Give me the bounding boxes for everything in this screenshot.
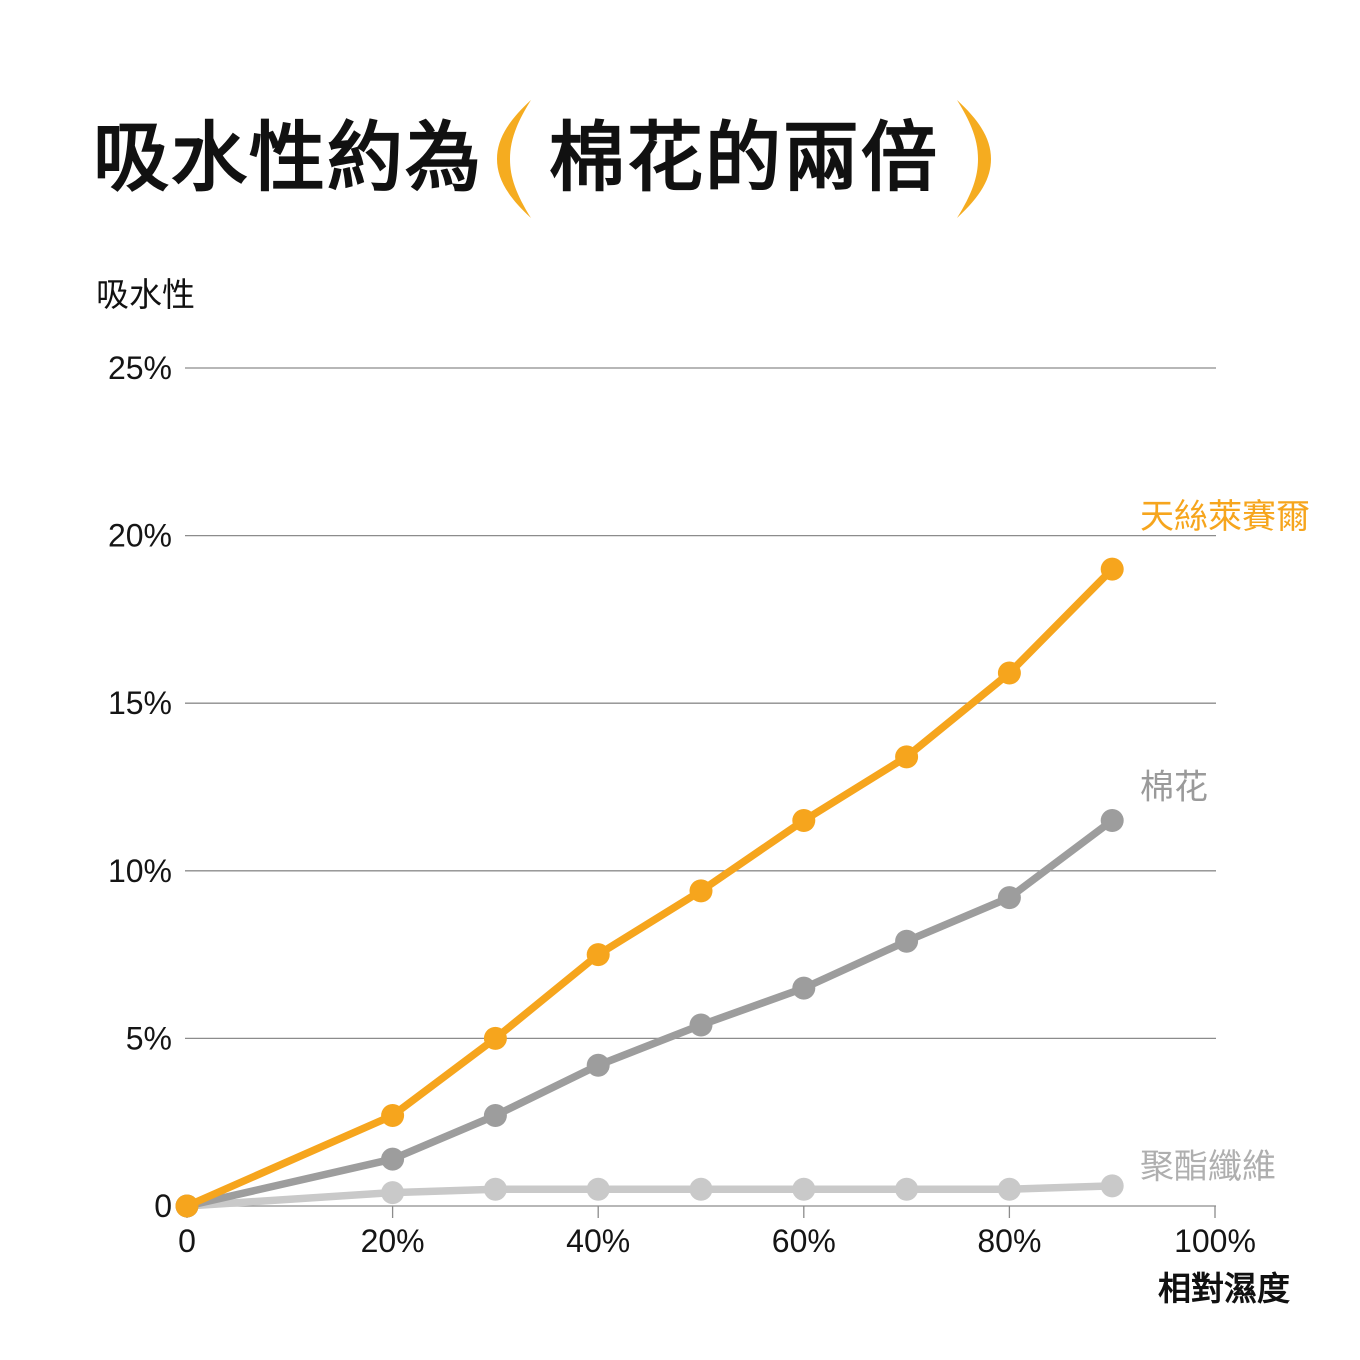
series-line-2 (183, 1182, 1116, 1210)
data-point-series-1 (997, 886, 1021, 910)
close-paren-shape (957, 100, 991, 218)
y-axis-title: 吸水性 (96, 276, 195, 313)
series-line-0 (183, 565, 1116, 1210)
data-point-series-0 (175, 1194, 199, 1218)
y-tick-label: 15% (108, 685, 172, 721)
x-tick-label: 40% (566, 1223, 630, 1259)
x-tick-label: 100% (1174, 1223, 1256, 1259)
page-title: 吸水性約為 棉花的兩倍 (93, 96, 995, 222)
open-paren-icon (497, 100, 531, 218)
data-point-series-2 (1100, 1174, 1124, 1198)
data-point-series-1 (381, 1147, 405, 1171)
y-tick-label: 25% (108, 350, 172, 386)
data-point-series-2 (586, 1177, 610, 1201)
x-axis-title: 相對濕度 (1158, 1270, 1290, 1307)
x-tick-label: 80% (977, 1223, 1041, 1259)
data-point-series-0 (792, 809, 816, 833)
data-point-series-1 (483, 1103, 507, 1127)
series-label-1: 棉花 (1140, 769, 1208, 807)
open-paren-shape (497, 100, 531, 218)
y-tick-label: 20% (108, 518, 172, 554)
title-prefix: 吸水性約為 (93, 116, 483, 201)
series-label-2: 聚酯纖維 (1140, 1148, 1276, 1186)
series-label-0: 天絲萊賽爾 (1140, 498, 1310, 536)
x-tick-label: 0 (178, 1223, 196, 1259)
x-tick-label: 20% (361, 1223, 425, 1259)
title-highlight: 棉花的兩倍 (549, 116, 939, 201)
data-point-series-1 (895, 929, 919, 953)
data-point-series-0 (586, 943, 610, 967)
data-point-series-2 (895, 1177, 919, 1201)
x-tick-label: 60% (772, 1223, 836, 1259)
data-point-series-1 (792, 976, 816, 1000)
data-point-series-1 (586, 1053, 610, 1077)
data-point-series-2 (689, 1177, 713, 1201)
data-point-series-2 (381, 1181, 405, 1205)
data-point-series-0 (1100, 557, 1124, 581)
data-point-series-0 (689, 879, 713, 903)
data-point-series-2 (483, 1177, 507, 1201)
data-point-series-0 (895, 745, 919, 769)
data-point-series-1 (689, 1013, 713, 1037)
close-paren-icon (957, 100, 991, 218)
data-point-series-0 (381, 1103, 405, 1127)
data-point-series-0 (997, 661, 1021, 685)
data-point-series-2 (792, 1177, 816, 1201)
y-tick-label: 5% (126, 1020, 172, 1056)
data-point-series-0 (483, 1026, 507, 1050)
data-point-series-1 (1100, 809, 1124, 833)
data-point-series-2 (997, 1177, 1021, 1201)
y-tick-label: 0 (154, 1188, 172, 1224)
y-tick-label: 10% (108, 853, 172, 889)
